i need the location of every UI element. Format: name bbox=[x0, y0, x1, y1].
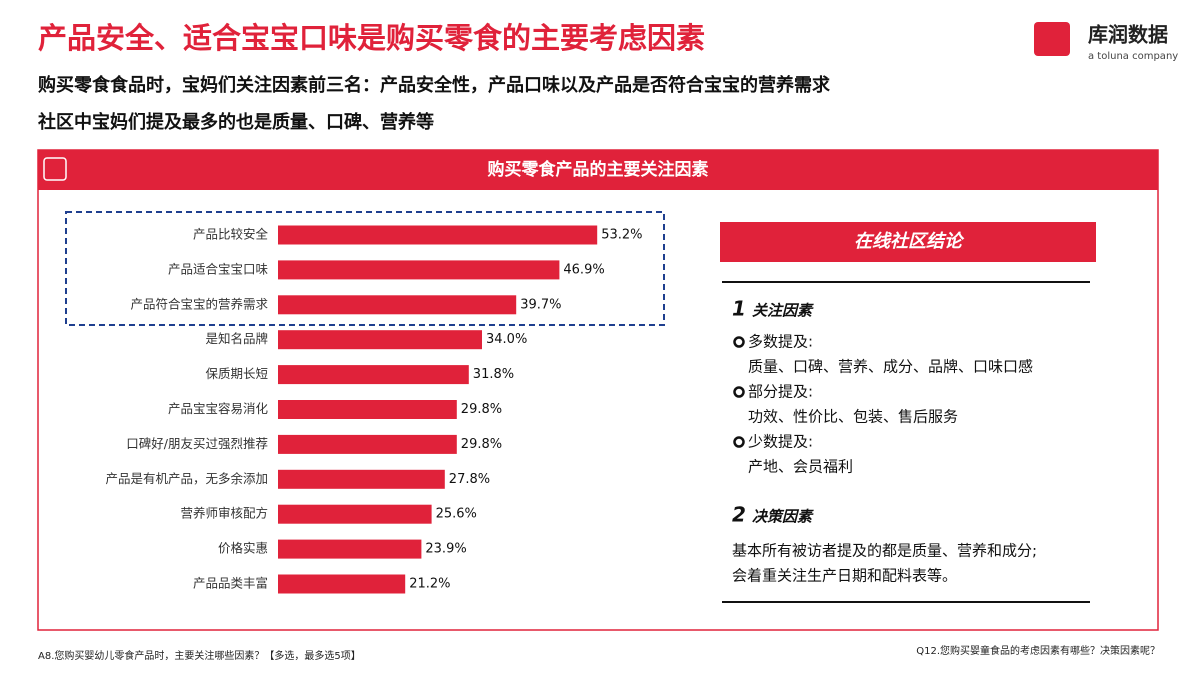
bar bbox=[278, 365, 469, 385]
bar bbox=[278, 434, 457, 454]
section-heading: 关注因素 bbox=[752, 302, 814, 320]
bar-area: 产品比较安全 53.2% 产品适合宝宝口味 46.9% 产品符合宝宝的营养需求 39.7%… bbox=[105, 225, 643, 594]
logo: 库润数据 a toluna company bbox=[1034, 22, 1178, 62]
bar bbox=[278, 539, 422, 559]
bar bbox=[278, 469, 445, 489]
category-label: 产品适合宝宝口味 bbox=[168, 261, 269, 276]
bar bbox=[278, 504, 432, 524]
section-number: 1 bbox=[732, 297, 746, 321]
category-label: 产品比较安全 bbox=[193, 227, 269, 242]
footnote: Q12.您购买婴童食品的考虑因素有哪些？决策因素呢？ bbox=[916, 644, 1160, 657]
bar bbox=[278, 400, 457, 419]
item-label: 多数提及: bbox=[748, 333, 813, 351]
category-label: 口碑好/朋友买过强烈推荐 bbox=[126, 436, 268, 451]
category-label: 产品宝宝容易消化 bbox=[168, 401, 269, 416]
logo-mark bbox=[1034, 22, 1070, 56]
section-line: 基本所有被访者提及的都是质量、营养和成分; bbox=[732, 542, 1037, 560]
logo-text: 库润数据 bbox=[1088, 23, 1168, 47]
category-label: 产品符合宝宝的营养需求 bbox=[130, 296, 268, 311]
item-detail: 功效、性价比、包装、售后服务 bbox=[748, 408, 958, 426]
value-label: 53.2% bbox=[601, 228, 642, 243]
bar bbox=[278, 225, 598, 245]
value-label: 46.9% bbox=[563, 262, 604, 277]
section-heading: 决策因素 bbox=[752, 508, 814, 526]
bullet bbox=[733, 436, 745, 448]
value-label: 34.0% bbox=[486, 332, 527, 347]
category-label: 是知名品牌 bbox=[205, 331, 268, 346]
section-number: 2 bbox=[732, 503, 746, 527]
item-label: 少数提及: bbox=[748, 433, 813, 451]
value-label: 27.8% bbox=[449, 472, 490, 487]
value-label: 29.8% bbox=[461, 437, 502, 452]
category-label: 保质期长短 bbox=[205, 366, 268, 381]
item-detail: 质量、口碑、营养、成分、品牌、口味口感 bbox=[748, 358, 1033, 376]
bar bbox=[278, 574, 406, 594]
highlight-box bbox=[65, 211, 665, 326]
value-label: 23.9% bbox=[425, 542, 466, 557]
value-label: 29.8% bbox=[461, 402, 502, 417]
item-detail: 产地、会员福利 bbox=[748, 458, 853, 476]
subtitle: 社区中宝妈们提及最多的也是质量、口碑、营养等 bbox=[38, 111, 434, 133]
header-logo bbox=[43, 157, 67, 181]
section-line: 会着重关注生产日期和配料表等。 bbox=[732, 567, 957, 585]
category-label: 产品是有机产品，无多余添加 bbox=[105, 471, 268, 486]
value-label: 25.6% bbox=[436, 507, 477, 522]
item-label: 部分提及: bbox=[748, 383, 813, 401]
category-label: 价格实惠 bbox=[218, 541, 268, 556]
value-label: 21.2% bbox=[409, 577, 450, 592]
subtitle: 购买零食食品时，宝妈们关注因素前三名：产品安全性，产品口味以及产品是否符合宝宝的… bbox=[38, 74, 831, 96]
category-label: 营养师审核配方 bbox=[180, 506, 268, 521]
value-label: 31.8% bbox=[473, 367, 514, 382]
category-label: 产品品类丰富 bbox=[193, 576, 268, 591]
panel-title: 在线社区结论 bbox=[854, 231, 965, 252]
footnote: A8.您购买婴幼儿零食产品时，主要关注哪些因素？【多选，最多选5项】 bbox=[38, 649, 361, 662]
panel-header bbox=[720, 222, 1096, 262]
bar bbox=[278, 330, 482, 350]
slide-title: 产品安全、适合宝宝口味是购买零食的主要考虑因素 bbox=[38, 21, 705, 55]
logo-sub: a toluna company bbox=[1088, 51, 1178, 62]
bullet bbox=[733, 386, 745, 398]
chart-title: 购买零食产品的主要关注因素 bbox=[488, 159, 709, 180]
bar bbox=[278, 295, 517, 315]
bar bbox=[278, 260, 560, 280]
bullet bbox=[733, 336, 745, 348]
value-label: 39.7% bbox=[520, 297, 561, 312]
chart-header bbox=[38, 150, 1158, 190]
